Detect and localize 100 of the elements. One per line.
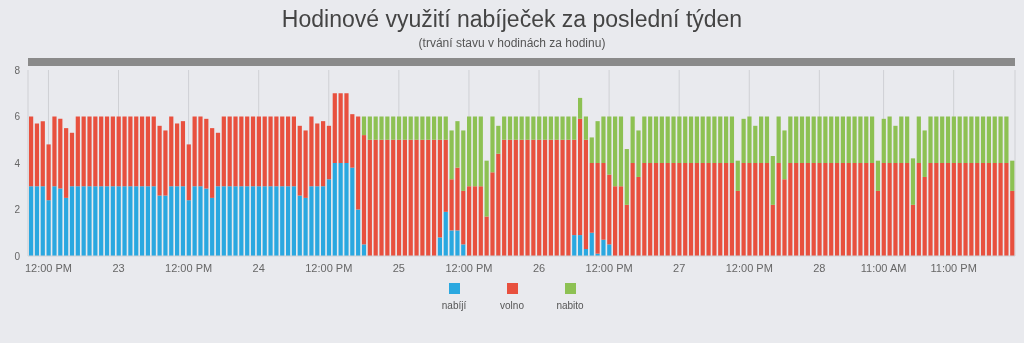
bar [951,116,956,163]
bar [34,123,40,187]
bar [735,190,740,256]
bar [577,235,583,256]
bar [548,116,553,140]
bar [975,116,980,163]
bar [881,118,886,163]
legend-label: nabíjí [441,300,467,311]
bar [683,116,688,163]
bar [134,116,139,187]
bar [688,116,694,163]
bar [764,116,770,163]
bar [110,116,115,187]
x-tick-label: 12:00 PM [24,261,72,274]
bar [759,163,764,256]
bar [875,190,881,256]
bar [180,121,186,187]
bar [694,116,699,163]
bar [402,116,407,140]
x-tick-label: 11:00 AM [860,261,907,274]
bar [653,116,659,163]
legend-label: volno [500,300,524,311]
bar [250,116,256,187]
bar [145,186,151,256]
bar [723,116,729,163]
bar [356,209,361,256]
bar [542,139,548,256]
bar [910,204,916,256]
chart-title: Hodinové využití nabíječek za poslední týden [280,6,744,33]
bar [367,139,372,256]
bar [139,116,145,187]
bar [285,116,291,187]
bar [64,197,69,256]
y-tick-label: 6 [14,111,21,123]
bar [502,116,507,140]
bar [589,163,594,233]
bar [507,139,513,256]
bar [799,116,805,163]
x-tick-label: 11:00 PM [930,261,977,274]
bar [980,163,986,256]
bar [245,116,250,187]
y-tick-label: 8 [14,64,21,76]
bar [945,116,951,163]
bar [139,186,145,256]
bar [583,139,589,250]
bar [729,116,735,163]
bar [356,116,361,210]
bar [64,128,69,198]
y-tick-label: 2 [14,204,21,216]
bar [875,160,881,191]
bar [905,163,910,256]
bar [215,186,221,256]
bar [291,116,297,187]
bar [618,186,624,256]
bar [735,160,740,191]
bar [869,116,875,163]
bar [134,186,139,256]
bar [221,116,226,187]
bar [75,186,80,256]
bar [367,116,372,140]
x-tick-label: 25 [392,261,405,274]
bar [69,186,75,256]
bar [478,186,483,256]
bar [472,186,478,256]
bar [210,128,215,198]
bar [437,116,443,140]
bar [431,116,437,140]
bar [869,163,875,256]
bar [683,163,688,256]
bar [583,116,589,140]
bar [391,139,396,256]
bar [542,116,548,140]
bar [431,139,437,256]
y-tick-label: 4 [14,157,21,169]
bar [986,116,991,163]
bar [589,232,594,256]
bar [513,139,518,256]
bar [250,186,256,256]
x-tick-label: 26 [532,261,546,274]
x-tick-label: 12:00 PM [305,261,353,274]
bar [29,186,34,256]
bar [104,186,110,256]
bar [69,132,75,187]
bar [321,186,326,256]
bar [975,163,980,256]
bar [648,163,653,256]
bar [770,156,775,205]
bar [40,121,45,187]
x-tick-label: 12:00 PM [725,261,773,274]
bar [175,123,180,187]
bar [910,158,916,205]
x-tick-label: 12:00 PM [585,261,633,274]
bar [467,116,472,187]
bar [659,116,664,163]
bar [256,186,261,256]
bar [834,163,840,256]
bar [502,139,507,256]
bar [729,163,735,256]
bar [75,116,80,187]
x-tick-label: 23 [112,261,125,274]
